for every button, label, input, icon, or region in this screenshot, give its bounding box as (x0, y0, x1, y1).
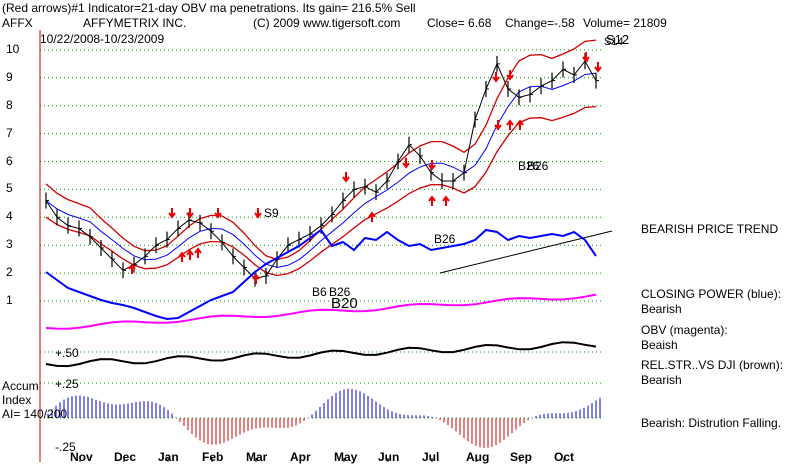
x-tick-Oct: Oct (554, 450, 575, 464)
buy-arrow (178, 251, 186, 262)
buy-arrow (128, 263, 136, 274)
closing-power-line (45, 228, 597, 321)
volume-value: Volume= 21809 (583, 16, 667, 30)
accum-title: Accum (2, 379, 39, 393)
sell-arrow (594, 62, 602, 73)
x-tick-Jun: Jun (378, 450, 400, 464)
sell-arrow (214, 208, 222, 219)
sell-arrow (342, 172, 350, 183)
x-tick-May: May (334, 450, 358, 464)
closing-power-title: CLOSING POWER (blue): (641, 287, 782, 301)
signal-s14: S14 (604, 36, 624, 48)
sell-arrow (168, 208, 176, 219)
y-tick-3: 3 (6, 237, 13, 252)
accum-upper-label: +.25 (55, 377, 79, 391)
relstr-line (45, 341, 597, 368)
signal-b26-aug2: B26 (527, 159, 549, 173)
y-tick-10: 10 (6, 41, 20, 56)
x-tick-Mar: Mar (246, 450, 268, 464)
closing-power-value: Bearish (641, 302, 682, 316)
accum-status: Bearish: Distrution Falling. (641, 416, 782, 430)
x-tick-Dec: Dec (114, 450, 137, 464)
company-name: AFFYMETRIX INC. (83, 16, 187, 30)
date-range: 10/22/2008-10/23/2009 (40, 32, 165, 46)
signal-s9: S9 (264, 206, 279, 220)
signal-b26-jun: B26 (434, 232, 456, 246)
moving-average (45, 72, 597, 269)
signal-b6: B6 (312, 285, 327, 299)
buy-arrow (516, 119, 524, 130)
sell-arrow (492, 72, 500, 83)
x-tick-Jul: Jul (422, 450, 440, 464)
sell-arrow (428, 160, 436, 171)
relstr-title: REL.STR..VS DJI (brown): (641, 358, 784, 372)
buy-arrow (442, 195, 450, 206)
signal-b26-aug: B26 (518, 159, 540, 173)
trend-label: BEARISH PRICE TREND (641, 222, 779, 236)
buy-arrow (428, 195, 436, 206)
x-tick-Apr: Apr (290, 450, 311, 464)
price-line (45, 60, 597, 280)
y-tick-7: 7 (6, 125, 13, 140)
y-tick-1: 1 (6, 293, 13, 307)
ticker: AFFX (2, 16, 33, 30)
relstr-level-label: +.50 (55, 346, 79, 360)
indicator-header: (Red arrows)#1 Indicator=21-day OBV ma p… (2, 1, 416, 15)
y-tick-5: 5 (6, 181, 13, 196)
signal-b20: B20 (331, 295, 358, 312)
buy-arrow (194, 247, 202, 258)
obv-title: OBV (magenta): (641, 323, 728, 337)
obv-value: Beaish (641, 338, 678, 352)
signal-s12: S12 (606, 32, 630, 47)
buy-arrow (368, 211, 376, 222)
sell-arrow (582, 52, 590, 63)
y-tick-9: 9 (6, 69, 13, 84)
x-tick-Sep: Sep (510, 450, 533, 464)
change-value: Change=-.58 (505, 16, 575, 30)
accum-title-index: Index (2, 393, 32, 407)
y-tick-2: 2 (6, 265, 13, 280)
sell-arrow (402, 158, 410, 169)
x-tick-Jan: Jan (158, 450, 179, 464)
x-tick-Feb: Feb (202, 450, 224, 464)
sell-arrow (254, 208, 262, 219)
accum-lower-label: -.25 (55, 440, 76, 454)
close-value: Close= 6.68 (427, 16, 492, 30)
buy-arrow (252, 273, 260, 284)
copyright: (C) 2009 www.tigersoft.com (253, 16, 401, 30)
y-tick-6: 6 (6, 153, 13, 168)
sell-arrow (506, 70, 514, 81)
y-tick-8: 8 (6, 97, 13, 112)
buy-arrow (506, 119, 514, 130)
lower-band (45, 105, 597, 277)
ai-score: AI= 140/200 (2, 407, 68, 421)
x-tick-Nov: Nov (70, 450, 93, 464)
signal-b26-apr: B26 (329, 285, 351, 299)
obv-line (45, 293, 597, 330)
x-tick-Aug: Aug (466, 450, 490, 464)
relstr-value: Bearish (641, 373, 682, 387)
y-tick-4: 4 (6, 209, 13, 224)
buy-arrow (186, 249, 194, 260)
sell-arrow (494, 120, 502, 131)
sell-arrow (186, 208, 194, 219)
